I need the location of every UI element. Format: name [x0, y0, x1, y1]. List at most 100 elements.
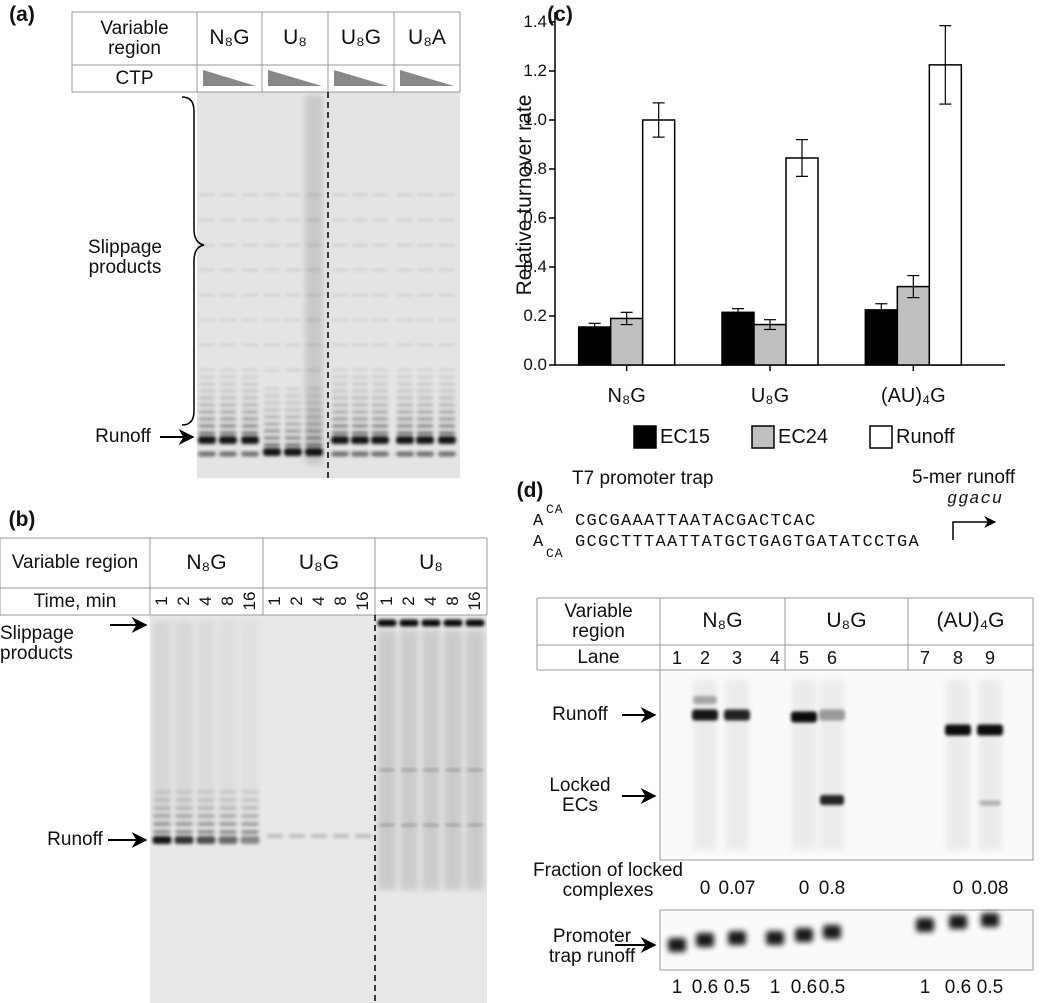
gel-smear [978, 680, 1002, 850]
bar [864, 309, 899, 366]
lane-label: 7 [919, 647, 930, 668]
gel-band [305, 293, 323, 297]
annotation: Slippage products [0, 623, 74, 664]
sequence: CA [546, 546, 564, 562]
panel-label: (c) [547, 2, 573, 26]
legend-swatch [869, 425, 893, 449]
gel-band [351, 396, 369, 400]
gel-band [331, 243, 349, 247]
gel-band [977, 724, 1003, 736]
gel-band [241, 396, 259, 400]
gel-band [416, 424, 434, 428]
gel-smear [444, 630, 462, 890]
brace [181, 96, 205, 426]
gel-band [766, 931, 784, 945]
gel-band [241, 822, 259, 826]
panel-label: (a) [9, 2, 35, 26]
y-tick-label: 0.4 [523, 257, 547, 277]
gel-band [396, 424, 414, 428]
gel-band [240, 836, 260, 844]
gel-band [400, 823, 418, 827]
gel-band [284, 268, 302, 272]
gel-band [416, 410, 434, 414]
gel-band [396, 368, 414, 372]
gel-band [820, 795, 844, 805]
value-label: 0.5 [723, 977, 751, 999]
x-tick-label: N₈G [607, 384, 646, 407]
gel-smear [792, 680, 816, 850]
y-tick-label: 1.2 [523, 61, 547, 81]
gel-smear [946, 680, 970, 850]
gel-band [263, 218, 281, 222]
gel-band [263, 408, 281, 412]
gel-band [371, 451, 389, 457]
gel-smear [466, 630, 484, 890]
lane-label: 2 [174, 596, 194, 606]
gel-band [152, 836, 172, 844]
gel-band [438, 218, 456, 222]
gel-band [197, 806, 215, 810]
gel-band [371, 424, 389, 428]
annotation: Runoff [552, 704, 608, 726]
x-tick-label: U₈G [750, 384, 790, 407]
gel-band [416, 243, 434, 247]
gel-band [241, 382, 259, 386]
gel-band [351, 451, 369, 457]
lane-label: 8 [952, 647, 963, 668]
gel-band [444, 768, 462, 772]
gel-band [219, 822, 237, 826]
gel-band [399, 619, 419, 627]
lane-label: 16 [465, 591, 485, 611]
gel-band [241, 436, 259, 444]
gel-band [241, 417, 259, 421]
gel-band [241, 343, 259, 347]
gel-band [241, 798, 259, 802]
gel-band [351, 375, 369, 379]
legend-label: EC15 [660, 425, 711, 448]
gel-band [219, 193, 237, 197]
y-tick-label: 1.4 [523, 12, 547, 32]
gel-band [371, 218, 389, 222]
gel-band [416, 431, 434, 435]
sequence: A [533, 533, 548, 553]
gel-band [175, 830, 193, 834]
table-header: U₈ [419, 550, 443, 574]
gel-band [198, 318, 216, 322]
ctp-wedge [334, 70, 388, 86]
gel-band [219, 243, 237, 247]
gel-band [331, 389, 349, 393]
gel-band [396, 218, 414, 222]
gel-band [416, 218, 434, 222]
lane-label: 1 [671, 647, 682, 668]
bar [609, 317, 644, 366]
annotation: Slippage products [88, 237, 162, 278]
gel-band [416, 451, 434, 457]
panel-label: (d) [516, 478, 544, 502]
gel-band [422, 768, 440, 772]
gel-band [284, 443, 302, 447]
gel-band [396, 396, 414, 400]
gel-band [305, 415, 323, 419]
gel-band [377, 619, 397, 627]
gel-band [693, 696, 717, 704]
table-header: Variable region [564, 600, 633, 642]
sequence: ggacu [947, 490, 1004, 510]
gel-band [241, 830, 259, 834]
lane-label: 4 [309, 596, 329, 606]
gel-band [438, 410, 456, 414]
gel-band [396, 436, 414, 444]
gel-band [396, 293, 414, 297]
gel-band [331, 375, 349, 379]
sequence: A [533, 512, 548, 532]
gel-band [371, 268, 389, 272]
gel-band [219, 790, 237, 794]
gel-band [219, 798, 237, 802]
gel-band [396, 375, 414, 379]
gel-band [396, 451, 414, 457]
gel-smear [241, 620, 259, 830]
annotation: T7 promoter trap [572, 468, 714, 490]
gel-band [438, 193, 456, 197]
gel-band [371, 389, 389, 393]
gel-band [396, 410, 414, 414]
